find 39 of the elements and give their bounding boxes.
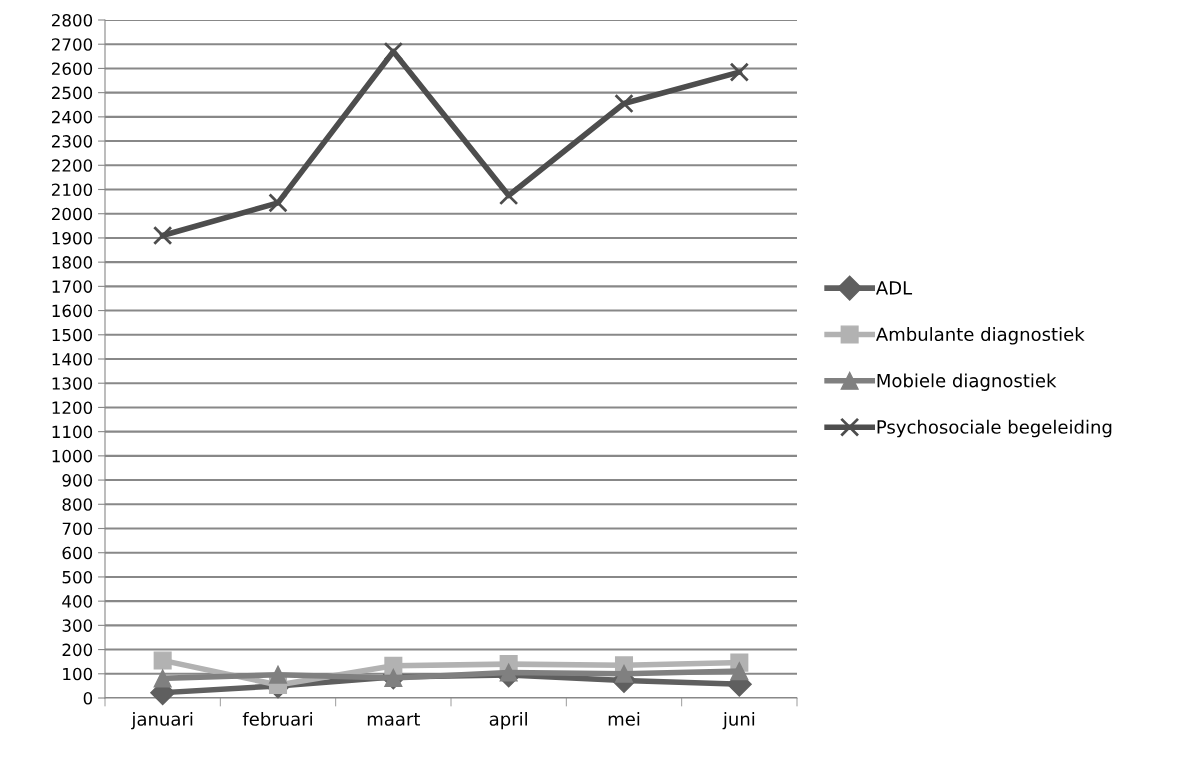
- y-tick-label: 1200: [52, 401, 93, 414]
- legend-label: Mobiele diagnostiek: [877, 373, 1057, 391]
- y-tick-label: 0: [83, 691, 93, 705]
- y-tick-label: 1500: [52, 328, 93, 342]
- y-tick-label: 1100: [52, 425, 93, 439]
- y-tick-label: 600: [62, 546, 93, 560]
- x-tick-label: april: [489, 711, 527, 730]
- y-tick-label: 2400: [52, 110, 93, 124]
- x-tick-label: juni: [722, 711, 755, 730]
- y-tick-label: 200: [62, 643, 93, 657]
- y-tick-label: 2000: [52, 207, 93, 221]
- y-tick-label: 1900: [52, 231, 93, 245]
- legend-label: Ambulante diagnostiek: [875, 327, 1085, 345]
- y-tick-label: 2700: [52, 38, 93, 51]
- y-tick-label: 500: [62, 570, 93, 584]
- x-tick-label: januari: [131, 711, 193, 730]
- y-tick-label: 2100: [52, 183, 93, 197]
- y-tick-label: 1700: [52, 280, 93, 293]
- x-tick-label: mei: [608, 711, 640, 726]
- legend-label: ADL: [875, 281, 913, 295]
- y-tick-label: 400: [62, 595, 93, 608]
- y-tick-label: 2600: [52, 62, 93, 75]
- y-tick-label: 900: [62, 474, 93, 487]
- x-tick-label: februari: [242, 711, 312, 726]
- y-tick-label: 1300: [52, 377, 93, 390]
- y-tick-label: 2800: [52, 13, 93, 27]
- y-tick-label: 300: [62, 619, 93, 632]
- y-tick-label: 100: [63, 667, 93, 681]
- y-tick-label: 700: [62, 522, 93, 536]
- y-tick-label: 1400: [52, 352, 93, 366]
- y-tick-label: 800: [62, 498, 93, 511]
- y-tick-label: 2300: [52, 135, 93, 148]
- y-tick-label: 1800: [52, 256, 93, 269]
- y-tick-label: 1600: [52, 304, 93, 318]
- y-tick-label: 2200: [52, 159, 93, 172]
- y-tick-label: 2500: [52, 86, 93, 100]
- x-tick-label: maart: [367, 712, 421, 726]
- y-tick-label: 1000: [52, 449, 93, 463]
- legend-label: Psychosociale begeleiding: [877, 419, 1112, 438]
